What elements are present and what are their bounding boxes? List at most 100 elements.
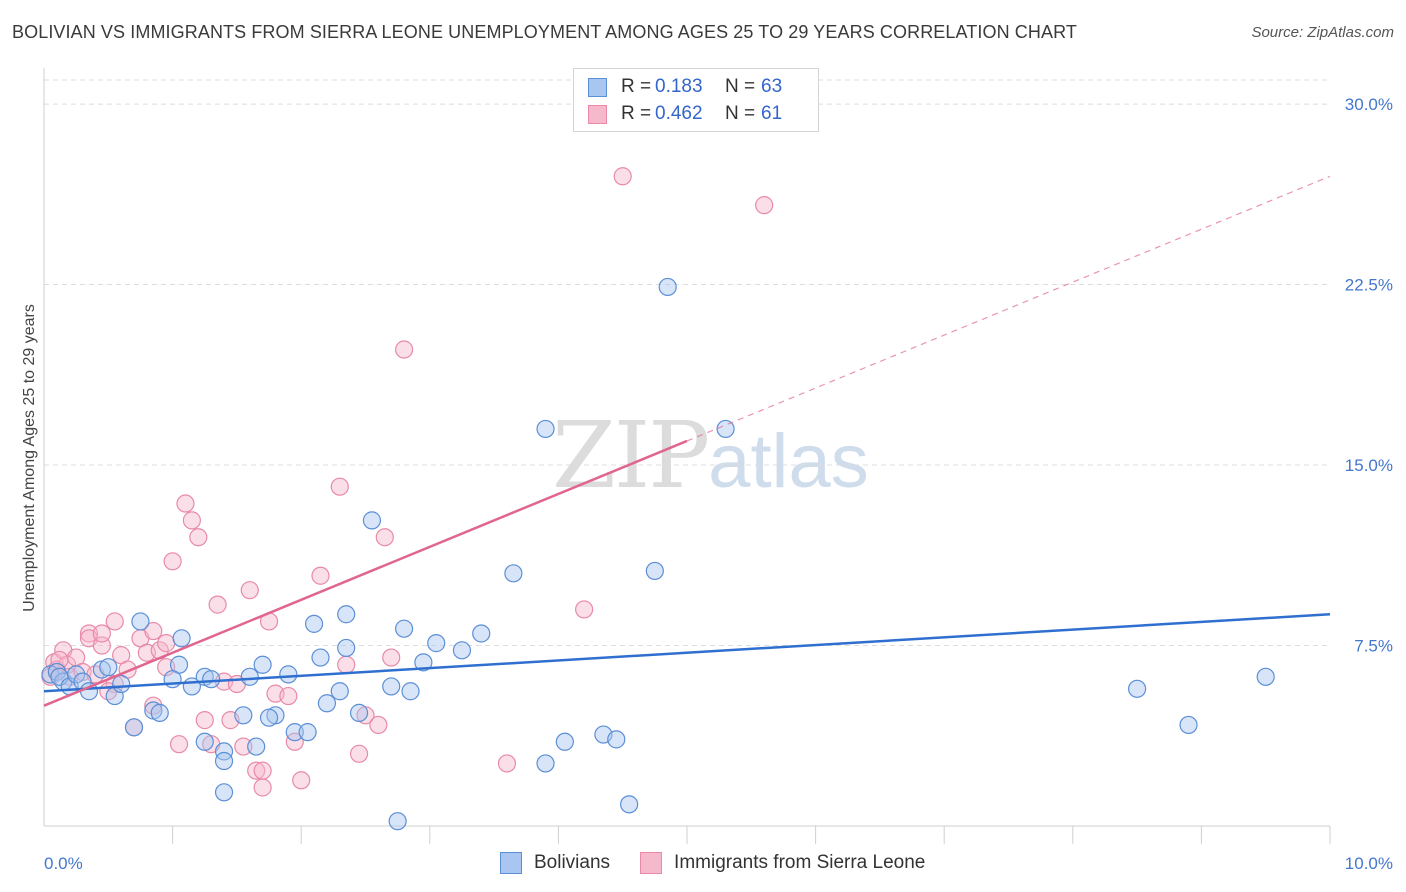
sierra-leone-point: [337, 655, 356, 674]
source-note: Source: ZipAtlas.com: [1251, 24, 1394, 41]
bolivian-point: [472, 624, 491, 643]
sierra-leone-point: [247, 761, 266, 780]
bolivian-point: [163, 670, 182, 689]
bolivian-point: [259, 708, 279, 727]
blue-swatch-icon: [588, 77, 607, 97]
legend-row-sierra-leone: R = 0.462 N = 61: [588, 103, 782, 125]
bolivian-point: [247, 737, 266, 756]
legend-label: Bolivians: [534, 852, 611, 873]
bolivian-point: [401, 682, 420, 701]
bolivian-point: [67, 665, 86, 684]
pink-swatch-icon: [640, 852, 663, 874]
bolivian-point: [330, 682, 349, 701]
sierra-leone-point: [394, 340, 414, 359]
bolivian-point: [337, 605, 356, 624]
sierra-leone-point: [292, 771, 311, 790]
sierra-leone-point: [92, 624, 111, 643]
bolivian-point: [195, 732, 214, 751]
bolivian-point: [1256, 667, 1275, 686]
y-tick-label: 22.5%: [1345, 276, 1393, 295]
sierra-leone-point: [369, 715, 388, 735]
bolivian-point: [253, 655, 272, 674]
sierra-leone-trend-line: [43, 439, 688, 707]
bolivian-point: [311, 648, 330, 667]
bolivian-point: [414, 653, 433, 672]
sierra-leone-trend-extension: [686, 175, 1331, 442]
sierra-leone-point: [240, 581, 259, 600]
bolivian-point: [304, 614, 324, 633]
bolivian-point: [536, 754, 555, 773]
sierra-leone-point: [144, 696, 163, 715]
bolivian-point: [607, 730, 626, 749]
n-value: 61: [761, 103, 783, 124]
n-label: N =: [725, 76, 756, 97]
bolivian-point: [298, 723, 317, 742]
sierra-leone-point: [105, 612, 124, 631]
sierra-leone-point: [189, 528, 208, 547]
r-label: R =: [621, 76, 652, 97]
sierra-leone-point: [375, 528, 394, 547]
watermark: ZIPatlas: [552, 402, 869, 509]
sierra-leone-point: [195, 711, 214, 730]
bolivian-point: [112, 674, 131, 694]
watermark-atlas: atlas: [708, 419, 869, 504]
r-value: 0.462: [655, 103, 703, 124]
sierra-leone-point: [144, 621, 163, 641]
bolivian-point: [394, 619, 414, 638]
legend-item-sierra-leone[interactable]: Immigrants from Sierra Leone: [640, 852, 925, 874]
y-tick-label: 7.5%: [1354, 637, 1393, 656]
sierra-leone-point: [285, 732, 304, 751]
bolivian-point: [172, 629, 191, 648]
r-label: R =: [621, 103, 652, 124]
bolivian-point: [279, 665, 298, 684]
watermark-zip: ZIP: [552, 402, 710, 509]
legend-item-bolivians[interactable]: Bolivians: [500, 852, 610, 874]
n-label: N =: [725, 103, 756, 124]
bolivian-point: [382, 677, 401, 696]
bolivian-point: [1179, 715, 1198, 735]
pink-swatch-icon: [588, 104, 607, 124]
sierra-leone-point: [330, 477, 349, 496]
bolivian-point: [234, 706, 253, 725]
bolivian-point: [555, 732, 574, 751]
bolivian-point: [427, 634, 446, 653]
chart-title: BOLIVIAN VS IMMIGRANTS FROM SIERRA LEONE…: [12, 22, 1077, 42]
sierra-leone-point: [382, 648, 401, 667]
r-value: 0.183: [655, 76, 703, 97]
sierra-leone-point: [157, 634, 176, 653]
bolivian-point: [645, 561, 664, 581]
sierra-leone-point: [311, 566, 330, 585]
bolivian-point: [349, 703, 369, 722]
sierra-leone-point: [79, 624, 99, 643]
bolivian-point: [214, 783, 234, 802]
sierra-leone-point: [755, 196, 774, 215]
sierra-leone-point: [349, 744, 369, 763]
blue-swatch-icon: [500, 852, 522, 874]
sierra-leone-point: [182, 511, 201, 530]
y-tick-label: 15.0%: [1345, 456, 1393, 475]
sierra-leone-point: [253, 761, 272, 780]
x-tick-label: 10.0%: [1345, 854, 1393, 873]
sierra-leone-point: [279, 686, 298, 706]
sierra-leone-point: [176, 494, 195, 513]
bolivian-point: [716, 419, 735, 439]
sierra-leone-point: [575, 600, 594, 619]
bolivian-point: [240, 667, 259, 686]
bolivian-point: [202, 670, 221, 689]
sierra-leone-point: [613, 167, 632, 186]
bolivian-point: [658, 277, 677, 297]
bolivian-point: [285, 723, 304, 742]
bolivian-point: [620, 795, 639, 814]
bolivian-point: [536, 419, 555, 439]
correlation-legend: R = 0.183 N = 63 R = 0.462 N = 61: [573, 68, 819, 132]
sierra-leone-point: [163, 552, 182, 571]
bolivian-point: [337, 638, 356, 658]
bolivian-point: [131, 612, 150, 631]
bolivian-point: [47, 662, 66, 682]
bolivian-point: [214, 742, 234, 761]
bolivian-point: [362, 511, 382, 530]
sierra-leone-point: [253, 778, 272, 797]
sierra-leone-point: [169, 735, 189, 754]
legend-label: Immigrants from Sierra Leone: [674, 852, 926, 873]
